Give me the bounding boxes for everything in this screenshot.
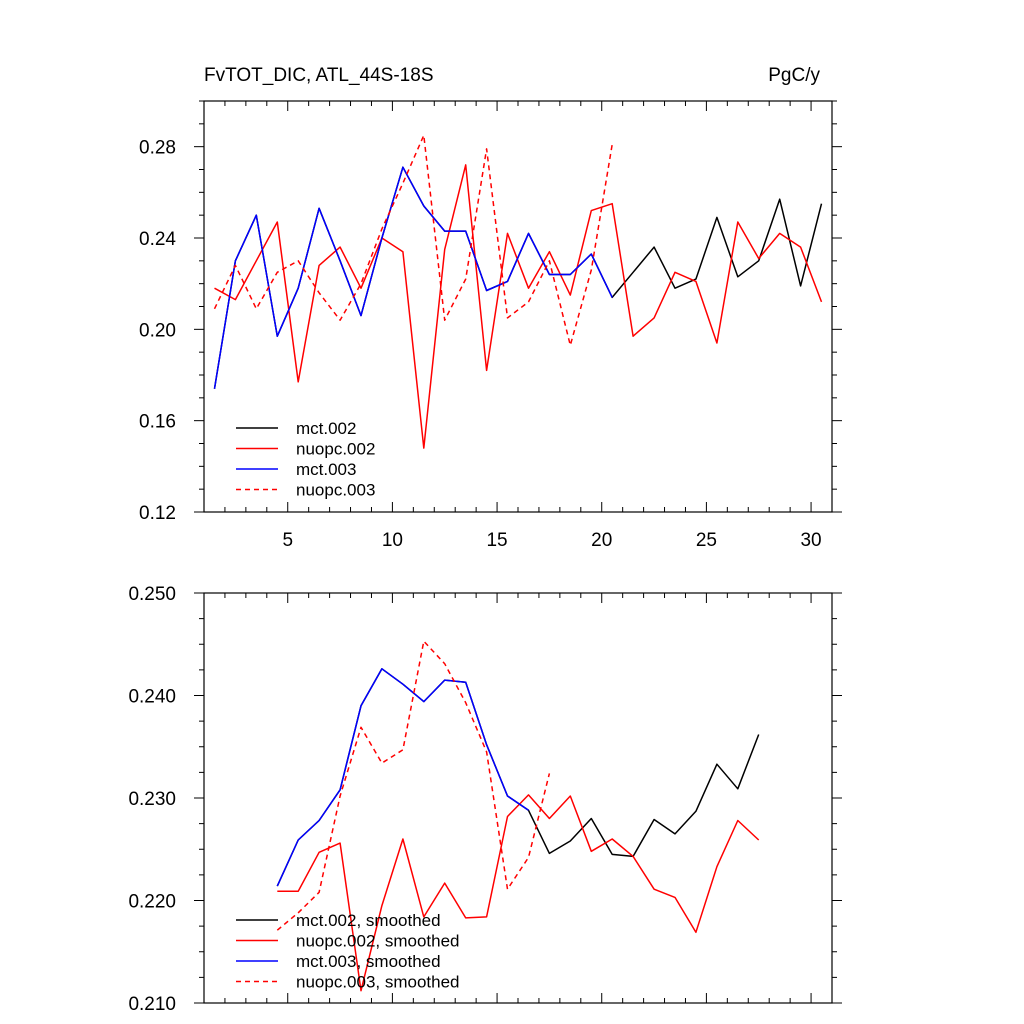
x-tick-label: 25: [696, 530, 717, 551]
legend: mct.002, smoothed nuopc.002, smoothedmct.…: [236, 911, 460, 992]
series-line: [213, 166, 823, 389]
x-tick-label: 10: [382, 530, 403, 551]
y-tick-label: 0.220: [128, 892, 176, 913]
y-tick-label: 0.12: [139, 503, 176, 524]
x-tick-label: 30: [800, 530, 821, 551]
series-line: [276, 668, 760, 887]
y-tick-label: 0.16: [139, 412, 176, 433]
x-tick-label: 5: [282, 530, 293, 551]
series-line: [214, 164, 823, 449]
chart-units: PgC/y: [768, 65, 820, 86]
y-tick-label: 0.210: [128, 994, 176, 1015]
legend-label: nuopc.003, smoothed: [296, 973, 460, 992]
y-tick-label: 0.20: [139, 320, 176, 341]
y-tick-label: 0.28: [139, 138, 176, 159]
legend-label: nuopc.002, smoothed: [296, 932, 460, 951]
y-tick-label: 0.240: [128, 687, 176, 708]
legend-label: nuopc.002: [296, 440, 375, 459]
legend-label: mct.003, smoothed: [296, 952, 441, 971]
chart-title: FvTOT_DIC, ATL_44S-18S: [204, 65, 434, 86]
series-line: [276, 640, 551, 931]
series-line: [213, 134, 613, 347]
top-panel: 5 10 15 20 25 30 0.12 0.16 0.20 0.24 0.28 mct.002 nu…: [139, 100, 842, 551]
series-line: [277, 794, 760, 992]
y-tick-label: 0.230: [128, 789, 176, 810]
x-tick-label: 20: [591, 530, 612, 551]
series-line: [276, 668, 529, 887]
legend-label: mct.002: [296, 419, 356, 438]
legend-label: mct.002, smoothed: [296, 911, 441, 930]
legend-label: nuopc.003: [296, 481, 375, 500]
legend-label: mct.003: [296, 460, 356, 479]
x-tick-label: 15: [486, 530, 507, 551]
y-tick-label: 0.24: [139, 229, 176, 250]
y-tick-label: 0.250: [128, 584, 176, 605]
bottom-panel: 0.210 0.220 0.230 0.240 0.250 mct.002, smooth…: [128, 584, 842, 1015]
